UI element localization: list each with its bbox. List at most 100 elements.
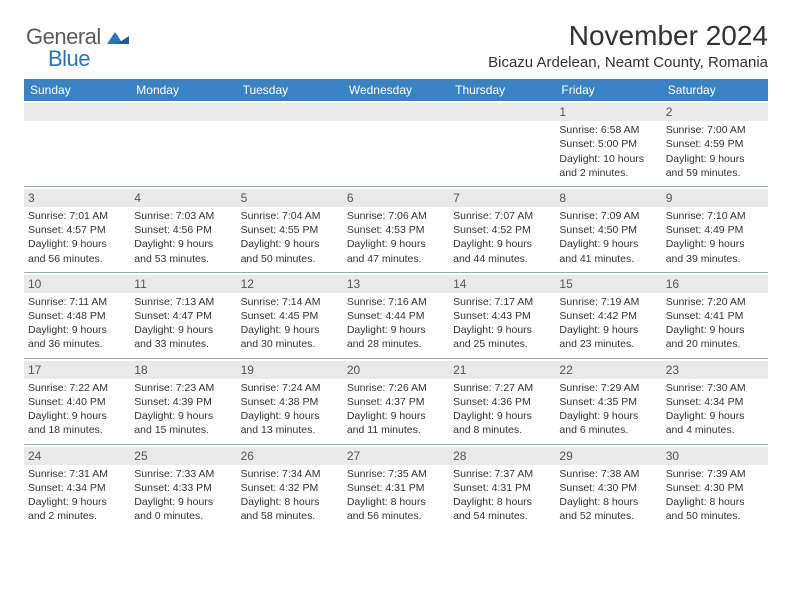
day-number-empty	[237, 103, 343, 121]
day-number: 2	[662, 103, 768, 121]
daylight-text: Daylight: 9 hours and 33 minutes.	[134, 323, 232, 351]
calendar-cell: 25Sunrise: 7:33 AMSunset: 4:33 PMDayligh…	[130, 445, 236, 530]
sunrise-text: Sunrise: 7:37 AM	[453, 467, 551, 481]
daylight-text: Daylight: 9 hours and 0 minutes.	[134, 495, 232, 523]
day-number: 9	[662, 189, 768, 207]
day-number: 24	[24, 447, 130, 465]
day-header-sat: Saturday	[662, 79, 768, 101]
sunset-text: Sunset: 4:42 PM	[559, 309, 657, 323]
sunrise-text: Sunrise: 7:14 AM	[241, 295, 339, 309]
calendar-cell: 8Sunrise: 7:09 AMSunset: 4:50 PMDaylight…	[555, 187, 661, 272]
daylight-text: Daylight: 9 hours and 30 minutes.	[241, 323, 339, 351]
sunset-text: Sunset: 4:57 PM	[28, 223, 126, 237]
sunset-text: Sunset: 4:56 PM	[134, 223, 232, 237]
day-number-empty	[343, 103, 449, 121]
sunset-text: Sunset: 4:31 PM	[347, 481, 445, 495]
daylight-text: Daylight: 9 hours and 23 minutes.	[559, 323, 657, 351]
sunset-text: Sunset: 4:30 PM	[666, 481, 764, 495]
calendar-cell: 14 Sunrise: 7:17 AMSunset: 4:43 PMDayligh…	[449, 273, 555, 358]
day-number: 27	[343, 447, 449, 465]
calendar-cell: 5Sunrise: 7:04 AMSunset: 4:55 PMDaylight…	[237, 187, 343, 272]
sunset-text: Sunset: 4:47 PM	[134, 309, 232, 323]
week-daynum-row: 24Sunrise: 7:31 AMSunset: 4:34 PMDayligh…	[24, 444, 768, 530]
sunset-text: Sunset: 4:49 PM	[666, 223, 764, 237]
day-number: 23	[662, 361, 768, 379]
daylight-text: Daylight: 9 hours and 44 minutes.	[453, 237, 551, 265]
sunrise-text: Sunrise: 7:23 AM	[134, 381, 232, 395]
sunrise-text: Sunrise: 7:03 AM	[134, 209, 232, 223]
location-text: Bicazu Ardelean, Neamt County, Romania	[24, 54, 768, 71]
daylight-text: Daylight: 9 hours and 41 minutes.	[559, 237, 657, 265]
day-number: 6	[343, 189, 449, 207]
daylight-text: Daylight: 9 hours and 56 minutes.	[28, 237, 126, 265]
sunrise-text: Sunrise: 7:19 AM	[559, 295, 657, 309]
calendar-cell: 19Sunrise: 7:24 AMSunset: 4:38 PMDayligh…	[237, 359, 343, 444]
daylight-text: Daylight: 9 hours and 4 minutes.	[666, 409, 764, 437]
day-number: 28	[449, 447, 555, 465]
sunrise-text: Sunrise: 7:04 AM	[241, 209, 339, 223]
daylight-text: Daylight: 9 hours and 25 minutes.	[453, 323, 551, 351]
sunrise-text: Sunrise: 7:35 AM	[347, 467, 445, 481]
day-number: 13	[343, 275, 449, 293]
day-number: 14	[449, 275, 555, 293]
daylight-text: Daylight: 9 hours and 15 minutes.	[134, 409, 232, 437]
calendar-header: November 2024 Bicazu Ardelean, Neamt Cou…	[24, 20, 768, 71]
sunset-text: Sunset: 4:43 PM	[453, 309, 551, 323]
daylight-text: Daylight: 9 hours and 50 minutes.	[241, 237, 339, 265]
day-number-empty	[24, 103, 130, 121]
month-title: November 2024	[24, 20, 768, 52]
day-number: 19	[237, 361, 343, 379]
calendar-cell: 20Sunrise: 7:26 AMSunset: 4:37 PMDayligh…	[343, 359, 449, 444]
day-number: 7	[449, 189, 555, 207]
day-header-mon: Monday	[130, 79, 236, 101]
day-number: 3	[24, 189, 130, 207]
logo: General Blue	[26, 24, 129, 72]
daylight-text: Daylight: 9 hours and 11 minutes.	[347, 409, 445, 437]
sunrise-text: Sunrise: 7:13 AM	[134, 295, 232, 309]
week-daynum-row: 1Sunrise: 6:58 AMSunset: 5:00 PMDaylight…	[24, 101, 768, 186]
daylight-text: Daylight: 9 hours and 53 minutes.	[134, 237, 232, 265]
sunrise-text: Sunrise: 7:30 AM	[666, 381, 764, 395]
daylight-text: Daylight: 10 hours and 2 minutes.	[559, 152, 657, 180]
sunset-text: Sunset: 4:40 PM	[28, 395, 126, 409]
sunset-text: Sunset: 4:45 PM	[241, 309, 339, 323]
sunrise-text: Sunrise: 7:11 AM	[28, 295, 126, 309]
sunrise-text: Sunrise: 7:17 AM	[453, 295, 551, 309]
day-number: 21	[449, 361, 555, 379]
sunrise-text: Sunrise: 7:27 AM	[453, 381, 551, 395]
daylight-text: Daylight: 8 hours and 58 minutes.	[241, 495, 339, 523]
calendar-cell	[130, 101, 236, 186]
calendar-cell: 7Sunrise: 7:07 AMSunset: 4:52 PMDaylight…	[449, 187, 555, 272]
sunset-text: Sunset: 4:48 PM	[28, 309, 126, 323]
daylight-text: Daylight: 8 hours and 52 minutes.	[559, 495, 657, 523]
day-number: 29	[555, 447, 661, 465]
sunrise-text: Sunrise: 7:29 AM	[559, 381, 657, 395]
sunset-text: Sunset: 4:32 PM	[241, 481, 339, 495]
sunset-text: Sunset: 4:39 PM	[134, 395, 232, 409]
calendar-cell: 29Sunrise: 7:38 AMSunset: 4:30 PMDayligh…	[555, 445, 661, 530]
calendar-cell: 6Sunrise: 7:06 AMSunset: 4:53 PMDaylight…	[343, 187, 449, 272]
day-number: 15	[555, 275, 661, 293]
sunrise-text: Sunrise: 6:58 AM	[559, 123, 657, 137]
sunset-text: Sunset: 4:37 PM	[347, 395, 445, 409]
daylight-text: Daylight: 8 hours and 56 minutes.	[347, 495, 445, 523]
calendar-cell	[449, 101, 555, 186]
calendar-cell: 2Sunrise: 7:00 AMSunset: 4:59 PMDaylight…	[662, 101, 768, 186]
calendar-cell: 3Sunrise: 7:01 AMSunset: 4:57 PMDaylight…	[24, 187, 130, 272]
sunset-text: Sunset: 4:36 PM	[453, 395, 551, 409]
day-number: 1	[555, 103, 661, 121]
calendar-cell: 1Sunrise: 6:58 AMSunset: 5:00 PMDaylight…	[555, 101, 661, 186]
day-header-thu: Thursday	[449, 79, 555, 101]
day-number: 11	[130, 275, 236, 293]
weeks-container: 1Sunrise: 6:58 AMSunset: 5:00 PMDaylight…	[24, 101, 768, 529]
calendar-cell: 26Sunrise: 7:34 AMSunset: 4:32 PMDayligh…	[237, 445, 343, 530]
sunrise-text: Sunrise: 7:33 AM	[134, 467, 232, 481]
sunset-text: Sunset: 4:34 PM	[28, 481, 126, 495]
calendar-cell: 24Sunrise: 7:31 AMSunset: 4:34 PMDayligh…	[24, 445, 130, 530]
daylight-text: Daylight: 9 hours and 47 minutes.	[347, 237, 445, 265]
week-daynum-row: 10Sunrise: 7:11 AMSunset: 4:48 PMDayligh…	[24, 272, 768, 358]
calendar-cell: 10Sunrise: 7:11 AMSunset: 4:48 PMDayligh…	[24, 273, 130, 358]
day-number: 26	[237, 447, 343, 465]
calendar-cell: 12Sunrise: 7:14 AMSunset: 4:45 PMDayligh…	[237, 273, 343, 358]
sunrise-text: Sunrise: 7:07 AM	[453, 209, 551, 223]
